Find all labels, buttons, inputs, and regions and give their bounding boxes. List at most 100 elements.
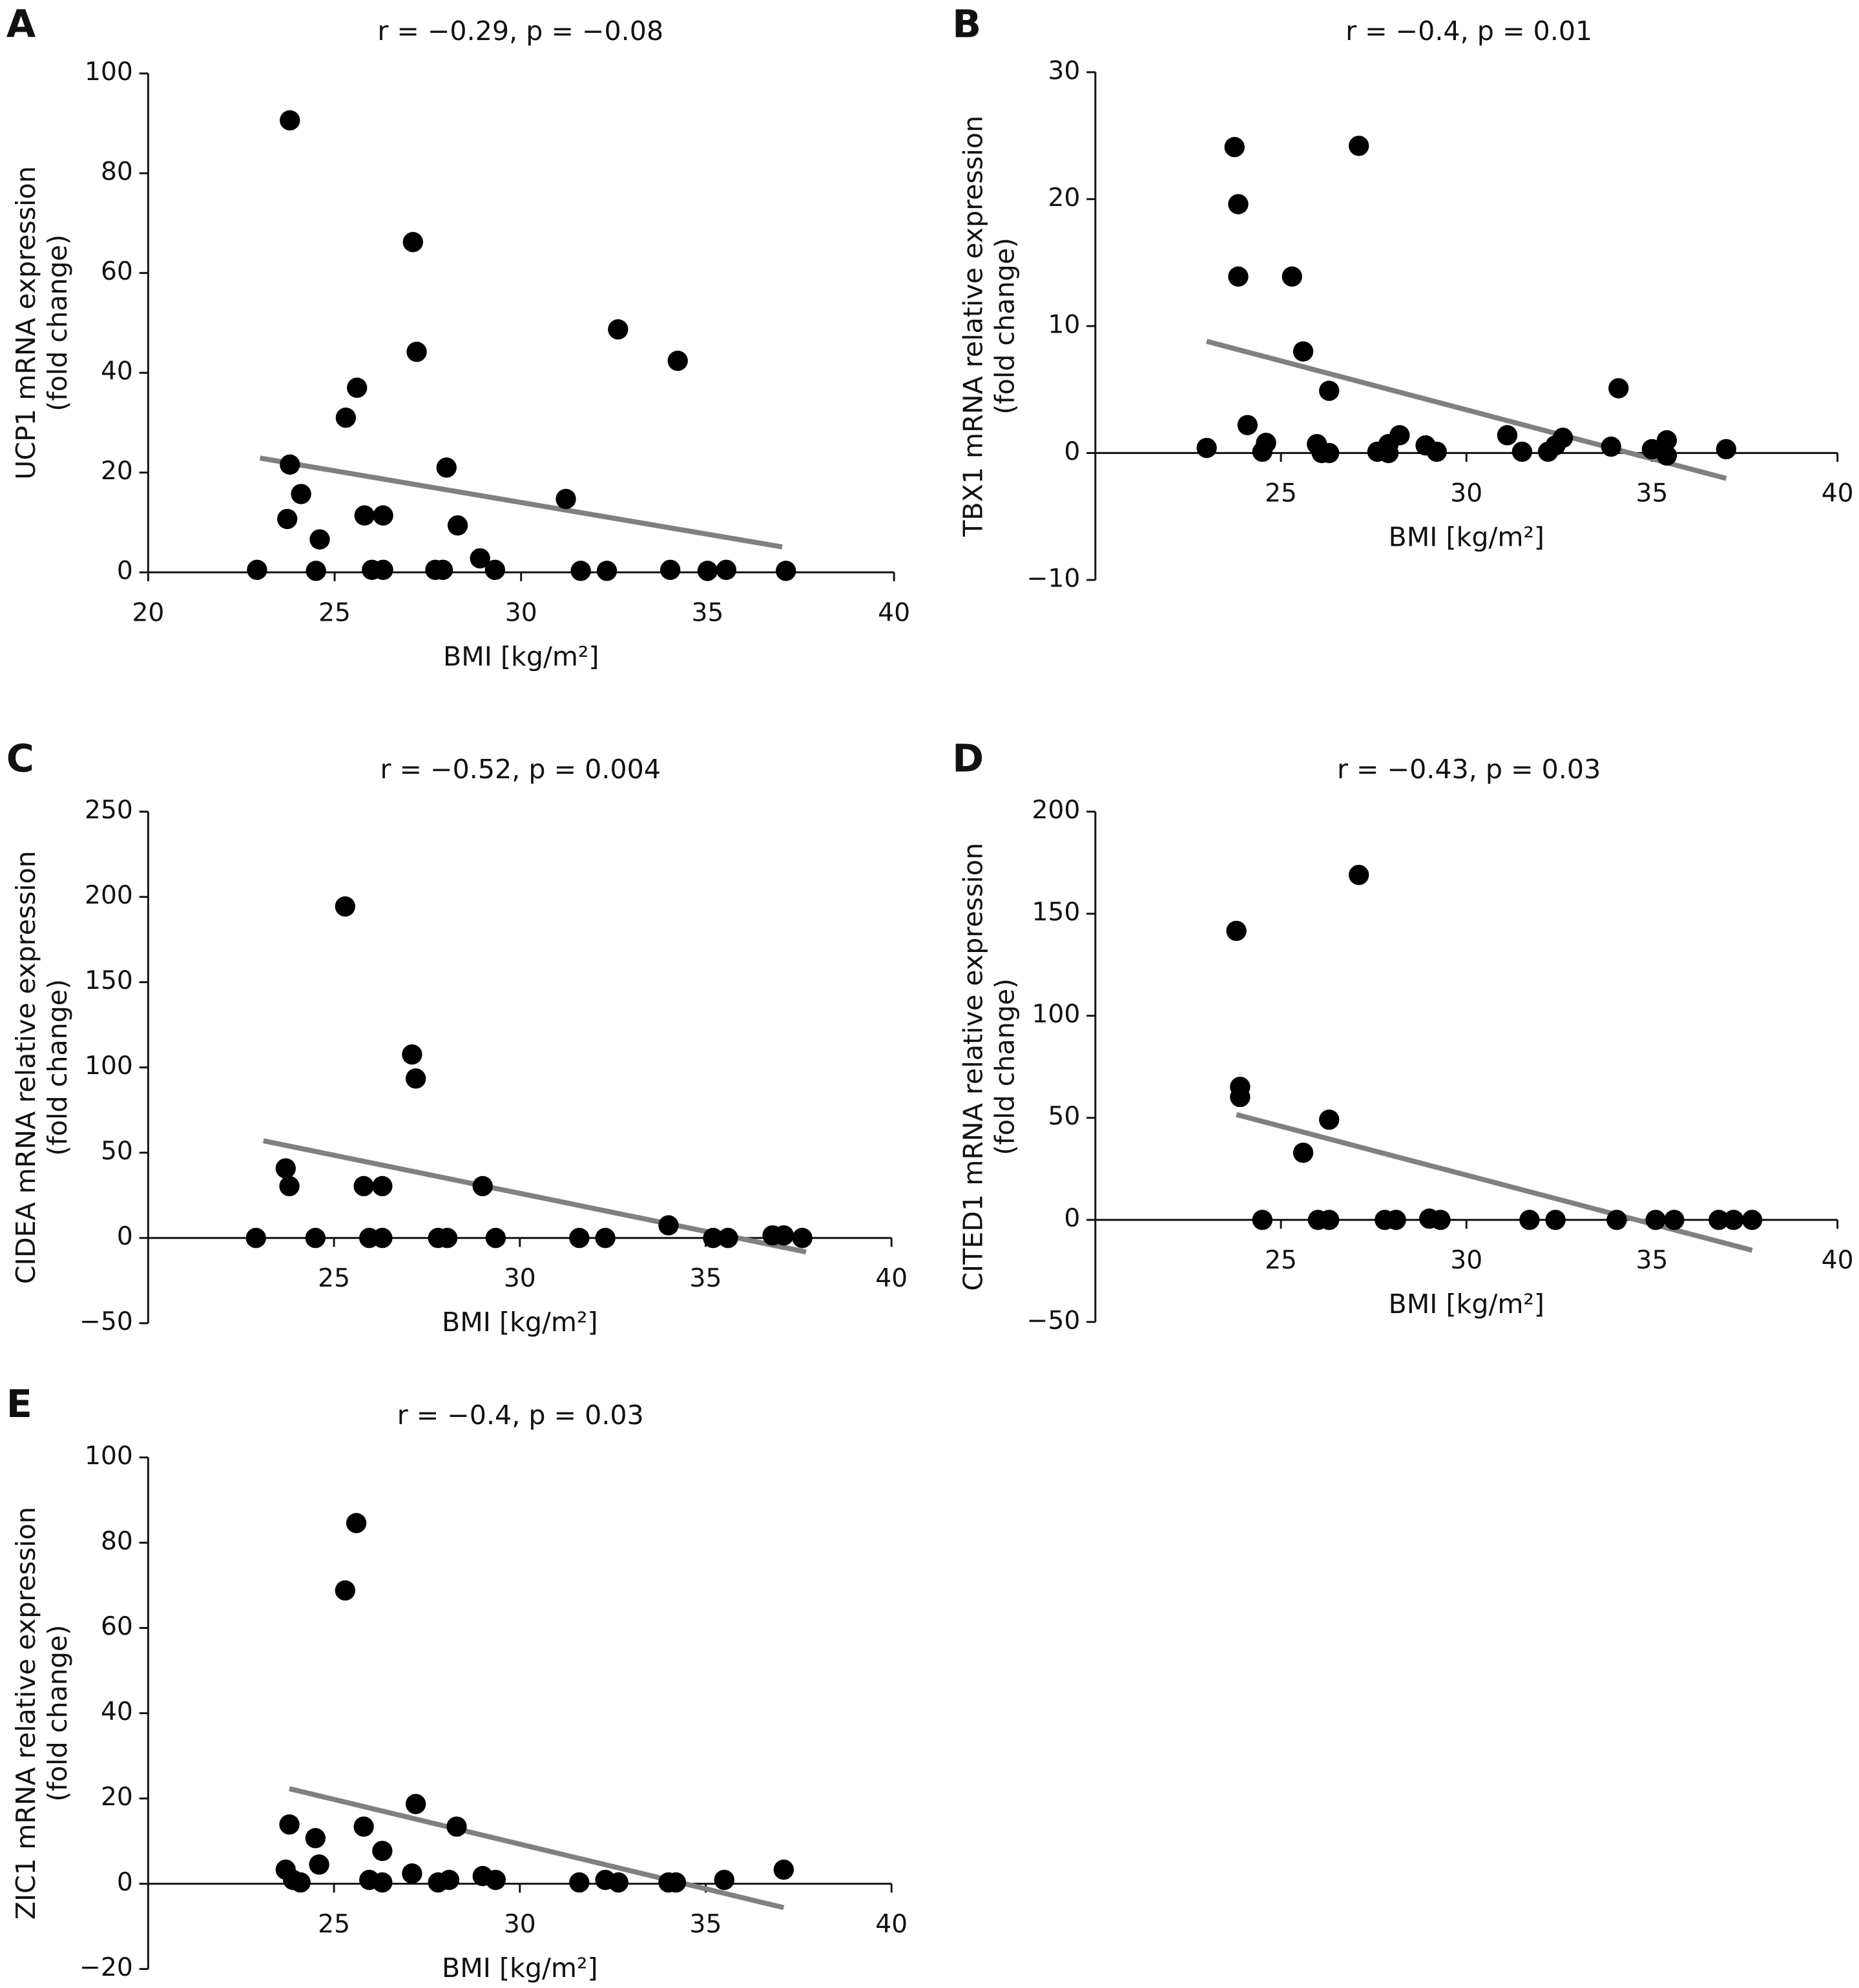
panel-label: A	[6, 1, 36, 46]
data-point	[437, 1228, 458, 1248]
data-point	[569, 1228, 590, 1248]
data-point	[291, 484, 311, 504]
y-axis-label: (fold change)	[42, 979, 73, 1156]
y-axis-label: TBX1 mRNA relative expression	[958, 116, 989, 537]
data-point	[472, 1175, 493, 1197]
x-axis-label: BMI [kg/m²]	[443, 641, 599, 672]
data-point	[1228, 194, 1249, 214]
x-tick-label: 20	[132, 598, 164, 627]
data-point	[447, 515, 468, 536]
data-point	[353, 1816, 374, 1837]
data-point	[773, 1225, 794, 1246]
y-tick-label: 250	[85, 796, 133, 825]
x-tick-label: 35	[1636, 1246, 1668, 1275]
data-point	[470, 548, 490, 569]
data-point	[703, 1228, 723, 1248]
data-point	[570, 561, 591, 581]
data-point	[1348, 864, 1369, 885]
y-tick-label: 60	[101, 1612, 133, 1641]
x-axis-label: BMI [kg/m²]	[1388, 522, 1544, 553]
data-point	[446, 1816, 467, 1837]
data-point	[1196, 437, 1217, 459]
data-point	[658, 1215, 679, 1236]
data-point	[1252, 1210, 1272, 1230]
data-point	[1348, 136, 1369, 156]
data-point	[1293, 341, 1314, 362]
y-axis-label: (fold change)	[42, 1625, 73, 1802]
panel-title: r = −0.52, p = 0.004	[380, 754, 661, 785]
data-point	[1256, 432, 1276, 453]
data-point	[309, 1854, 329, 1875]
panel-label: B	[952, 1, 981, 46]
x-tick-label: 25	[318, 598, 351, 627]
data-point	[1237, 415, 1258, 435]
data-point	[1230, 1086, 1251, 1108]
y-tick-label: 20	[1048, 183, 1080, 212]
y-tick-label: 30	[1048, 56, 1080, 85]
data-point	[773, 1859, 794, 1880]
data-point	[1645, 1210, 1666, 1230]
data-point	[485, 1869, 506, 1890]
data-point	[1228, 266, 1249, 287]
data-point	[484, 559, 506, 580]
data-point	[406, 342, 427, 362]
data-point	[1608, 378, 1629, 399]
data-point	[718, 1228, 738, 1248]
data-point	[1708, 1210, 1729, 1230]
data-point	[335, 408, 357, 428]
y-tick-label: −10	[1027, 564, 1081, 593]
data-point	[1497, 425, 1518, 446]
y-tick-label: −50	[1027, 1306, 1081, 1335]
panel-label: C	[6, 736, 34, 780]
data-point	[372, 1175, 393, 1197]
panel-title: r = −0.29, p = −0.08	[377, 16, 663, 47]
x-tick-label: 30	[1450, 1246, 1482, 1275]
y-tick-label: 0	[1064, 1204, 1080, 1233]
data-point	[372, 1872, 393, 1893]
data-point	[1378, 442, 1399, 464]
y-tick-label: 40	[101, 1697, 133, 1726]
x-tick-label: 25	[1265, 1246, 1297, 1275]
x-tick-label: 25	[1265, 479, 1297, 508]
y-tick-label: 150	[85, 966, 133, 995]
data-point	[354, 505, 375, 526]
panel-label: D	[952, 736, 984, 780]
x-axis-label: BMI [kg/m²]	[442, 1307, 598, 1338]
data-point	[1226, 920, 1247, 941]
y-tick-label: 0	[1064, 437, 1080, 466]
data-point	[1656, 430, 1677, 451]
y-axis-label: CIDEA mRNA relative expression	[10, 851, 41, 1284]
data-point	[372, 1841, 393, 1861]
data-point	[275, 1158, 296, 1179]
data-point	[792, 1228, 813, 1248]
data-point	[660, 559, 681, 580]
y-tick-label: 0	[117, 1222, 133, 1251]
x-tick-label: 30	[504, 1264, 536, 1293]
data-point	[245, 1228, 266, 1248]
data-point	[1319, 380, 1340, 401]
data-point	[1656, 445, 1677, 466]
data-point	[279, 1814, 300, 1835]
data-point	[569, 1872, 590, 1893]
x-tick-label: 40	[1822, 479, 1854, 508]
data-point	[775, 561, 796, 581]
data-point	[347, 377, 368, 399]
data-point	[346, 1513, 367, 1533]
data-point	[1319, 442, 1340, 464]
data-point	[306, 561, 326, 581]
data-point	[716, 559, 736, 580]
y-axis-label: (fold change)	[990, 238, 1021, 415]
data-point	[1430, 1210, 1451, 1230]
x-tick-label: 25	[318, 1910, 350, 1939]
y-tick-label: 150	[1032, 898, 1081, 927]
data-point	[1519, 1210, 1540, 1230]
y-axis-label: (fold change)	[42, 234, 73, 411]
data-point	[373, 505, 393, 526]
data-point	[1606, 1210, 1627, 1230]
panel-title: r = −0.43, p = 0.03	[1337, 754, 1601, 785]
